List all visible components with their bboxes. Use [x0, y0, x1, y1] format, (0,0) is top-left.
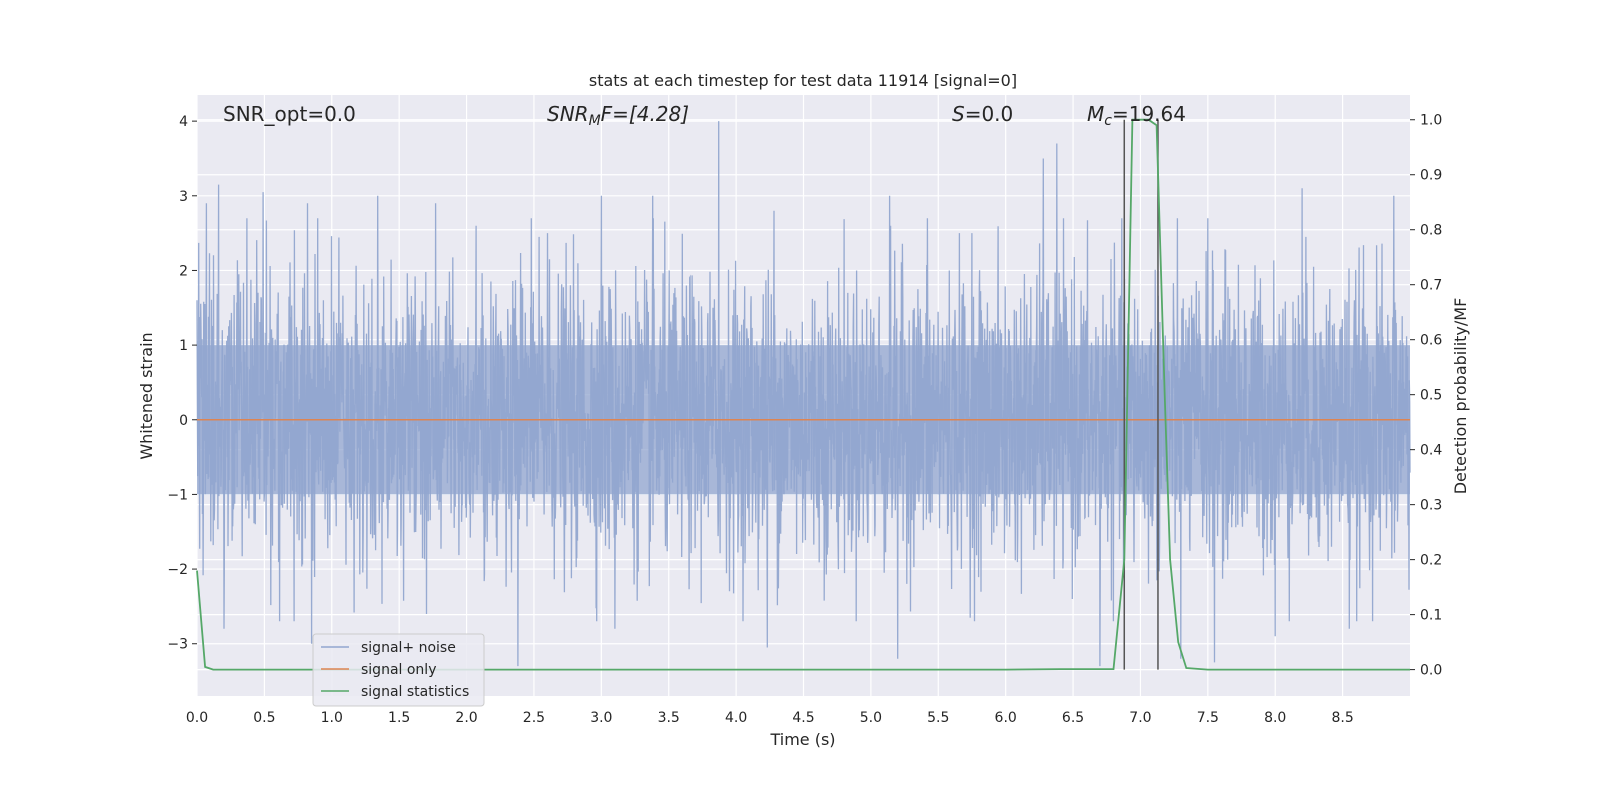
y-right-tick-label: 0.0 — [1420, 663, 1442, 679]
y-right-tick-label: 0.4 — [1420, 443, 1442, 459]
x-tick-label: 8.5 — [1331, 710, 1353, 726]
y-right-tick-label: 0.8 — [1420, 223, 1442, 239]
y-right-tick-label: 0.9 — [1420, 168, 1442, 184]
x-tick-label: 4.0 — [725, 710, 747, 726]
x-tick-label: 8.0 — [1264, 710, 1286, 726]
x-tick-label: 7.0 — [1129, 710, 1151, 726]
x-tick-label: 1.5 — [388, 710, 410, 726]
x-tick-label: 1.0 — [321, 710, 343, 726]
x-tick-label: 6.5 — [1062, 710, 1084, 726]
x-tick-label: 5.0 — [860, 710, 882, 726]
y-tick-label: −3 — [167, 637, 188, 653]
x-tick-label: 7.5 — [1197, 710, 1219, 726]
y-right-tick-label: 0.5 — [1420, 388, 1442, 404]
legend-box — [312, 633, 485, 707]
x-tick-label: 3.0 — [590, 710, 612, 726]
legend-entry-signal-plus-noise: signal+ noise — [361, 640, 456, 656]
y-right-tick-label: 1.0 — [1420, 113, 1442, 129]
y-right-tick-label: 0.7 — [1420, 278, 1442, 294]
annotation-snr-opt: SNR_opt=0.0 — [223, 102, 356, 126]
x-tick-label: 0.5 — [253, 710, 275, 726]
y-tick-label: 2 — [179, 263, 188, 279]
y-axis-right-label: Detection probability/MF — [1451, 298, 1470, 495]
y-axis-label: Whitened strain — [137, 332, 156, 459]
y-tick-label: 1 — [179, 338, 188, 354]
y-tick-label: 4 — [179, 114, 188, 130]
x-tick-label: 4.5 — [792, 710, 814, 726]
x-tick-label: 3.5 — [658, 710, 680, 726]
vertical-markers — [1123, 119, 1159, 670]
x-tick-label: 2.5 — [523, 710, 545, 726]
y-right-tick-label: 0.1 — [1420, 608, 1442, 624]
legend-entry-signal-only: signal only — [361, 662, 436, 678]
y-tick-label: −1 — [167, 487, 188, 503]
ticks: 0.0 0.5 1.0 1.5 2.0 2.5 3.0 3.5 4.0 4.5 5.0 5.5 6.0 6… — [167, 113, 1442, 726]
legend-entry-signal-statistics: signal statistics — [361, 684, 469, 700]
legend: signal+ noise signal only signal statist… — [312, 633, 485, 707]
x-tick-label: 6.0 — [995, 710, 1017, 726]
x-tick-label: 0.0 — [186, 710, 208, 726]
x-tick-label: 5.5 — [927, 710, 949, 726]
y-right-tick-label: 0.2 — [1420, 553, 1442, 569]
x-tick-label: 2.0 — [455, 710, 477, 726]
y-tick-label: −2 — [167, 562, 188, 578]
annotation-s: S=0.0 — [952, 102, 1013, 126]
y-right-tick-label: 0.3 — [1420, 498, 1442, 514]
chart-title: stats at each timestep for test data 119… — [589, 71, 1017, 90]
annotation-mc: Mc=19.64 — [1087, 102, 1186, 129]
annotation-snr-mf: SNRMF=[4.28] — [547, 102, 689, 129]
y-tick-label: 0 — [179, 413, 188, 429]
y-tick-label: 3 — [179, 189, 188, 205]
y-right-tick-label: 0.6 — [1420, 333, 1442, 349]
x-axis-label: Time (s) — [769, 730, 835, 749]
